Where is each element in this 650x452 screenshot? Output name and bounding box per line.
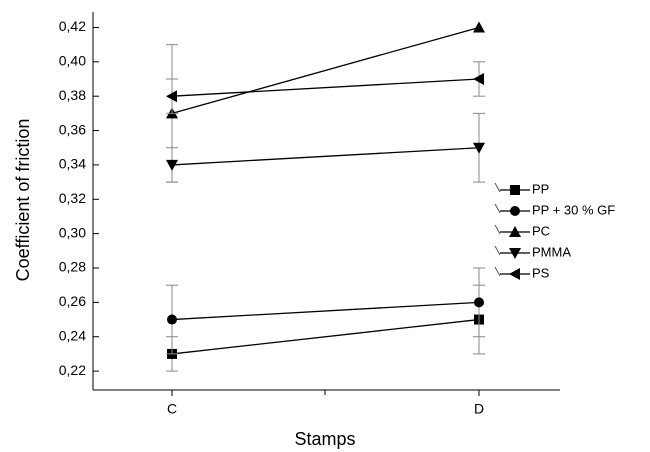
legend-marker [509, 226, 521, 237]
legend-tick [494, 203, 501, 214]
point [166, 159, 178, 171]
y-tick-label: 0,30 [59, 224, 86, 240]
x-axis-title: Stamps [294, 429, 355, 449]
point [167, 314, 177, 325]
y-tick-label: 0,38 [59, 87, 86, 103]
y-tick-label: 0,32 [59, 190, 86, 206]
y-tick-label: 0,22 [59, 362, 86, 378]
legend-tick [494, 266, 501, 277]
legend-marker [509, 248, 521, 259]
series-line [171, 26, 480, 114]
y-tick-label: 0,42 [59, 18, 86, 34]
legend-text: PMMA [532, 244, 571, 259]
point [474, 297, 484, 308]
legend-tick [494, 245, 501, 256]
y-tick-label: 0,26 [59, 293, 86, 309]
point [473, 142, 485, 154]
series-line [171, 301, 480, 321]
series-line [171, 318, 480, 355]
y-tick-label: 0,28 [59, 259, 86, 275]
legend-marker [510, 185, 520, 195]
y-tick-label: 0,36 [59, 121, 86, 137]
point [473, 73, 484, 86]
x-tick-label: C [167, 401, 177, 417]
legend-marker [510, 206, 520, 216]
legend-tick [494, 182, 501, 193]
y-tick-label: 0,24 [59, 327, 86, 343]
point [166, 90, 177, 103]
point [473, 21, 485, 33]
series-line [171, 147, 480, 166]
series-line [171, 78, 480, 97]
legend-text: PS [532, 265, 550, 280]
legend-tick [494, 224, 501, 235]
x-tick-label: D [474, 401, 484, 417]
legend-marker [509, 268, 520, 280]
legend-text: PP + 30 % GF [532, 202, 615, 217]
y-axis-title: Coefficient of friction [13, 119, 33, 282]
legend-text: PP [532, 181, 549, 196]
y-tick-label: 0,40 [59, 53, 86, 69]
y-tick-label: 0,34 [59, 156, 86, 172]
legend-text: PC [532, 223, 550, 238]
